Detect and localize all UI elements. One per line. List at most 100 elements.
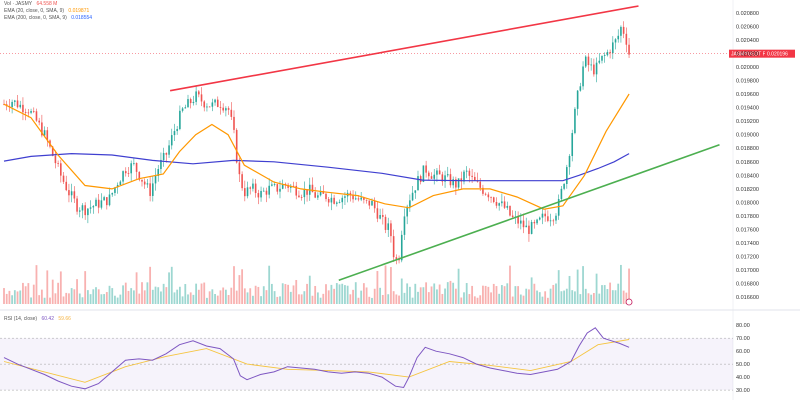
price-axis-tick-label: 0.019600 xyxy=(736,92,759,98)
volume-bar xyxy=(295,279,298,304)
volume-bar xyxy=(92,289,95,304)
candle-body xyxy=(357,198,360,200)
candle-body xyxy=(433,174,436,179)
candle-body xyxy=(97,199,100,208)
volume-bar xyxy=(30,297,32,304)
volume-bar xyxy=(325,284,327,304)
volume-bar xyxy=(473,296,476,304)
support-trendline xyxy=(338,144,720,282)
volume-bar xyxy=(51,279,54,304)
legend-main: Vol · JASMY 64.558 M xyxy=(4,1,60,8)
volume-bar xyxy=(311,295,314,304)
volume-bar xyxy=(252,295,254,304)
candle-body xyxy=(538,217,541,220)
volume-bar xyxy=(89,294,92,304)
resistance-trendline xyxy=(169,5,639,92)
candle-body xyxy=(544,213,546,217)
candle-body xyxy=(192,101,195,104)
price-tag-label-box xyxy=(729,49,765,58)
volume-bar xyxy=(200,283,203,304)
candle-body xyxy=(400,234,403,261)
volume-bar xyxy=(500,285,503,304)
candle-body xyxy=(51,146,54,156)
candle-body xyxy=(54,155,57,164)
price-tag-label: JASMYUSDT P xyxy=(731,51,767,57)
candle-body xyxy=(325,193,327,200)
candle-body xyxy=(609,51,611,54)
candle-body xyxy=(11,101,13,108)
volume-bar xyxy=(43,297,46,304)
volume-bar xyxy=(446,282,449,304)
candle-body xyxy=(257,193,260,198)
candle-body xyxy=(265,190,268,195)
volume-bar xyxy=(279,296,281,304)
volume-bar xyxy=(122,285,124,304)
volume-bar xyxy=(430,286,433,304)
volume-bar xyxy=(62,296,65,304)
candle-body xyxy=(465,170,468,172)
volume-bar xyxy=(173,292,176,304)
price-tag-value-box xyxy=(765,49,795,58)
candle-body xyxy=(106,197,108,206)
volume-bar xyxy=(165,287,168,304)
candle-body xyxy=(92,206,95,208)
volume-bar xyxy=(560,291,563,304)
volume-bar xyxy=(157,287,160,304)
candle-body xyxy=(35,111,38,121)
candle-body xyxy=(227,108,230,110)
volume-bar xyxy=(32,284,35,304)
price-axis-tick-label: 0.017800 xyxy=(736,214,759,220)
candle-body xyxy=(576,90,579,109)
candle-body xyxy=(279,188,281,192)
rsi-axis-tick-label: 70.00 xyxy=(736,336,750,342)
candle-body xyxy=(368,200,371,206)
candle-body xyxy=(114,187,116,193)
candle-body xyxy=(568,156,571,168)
price-axis-tick-label: 0.018800 xyxy=(736,146,759,152)
volume-bar xyxy=(78,293,81,304)
volume-bar xyxy=(628,268,630,304)
candle-body xyxy=(403,216,406,235)
volume-bar xyxy=(362,283,365,304)
volume-bar xyxy=(111,288,114,304)
candle-body xyxy=(520,220,522,224)
candle-body xyxy=(322,190,325,194)
candle-body xyxy=(111,192,114,195)
candle-body xyxy=(341,197,344,203)
candle-body xyxy=(152,183,154,196)
candle-body xyxy=(487,194,490,198)
candle-body xyxy=(68,190,70,196)
volume-bar xyxy=(454,288,457,304)
volume-bar xyxy=(178,286,181,304)
volume-bar xyxy=(97,289,100,304)
candle-body xyxy=(181,108,184,111)
volume-bar xyxy=(100,294,103,304)
volume-bar xyxy=(417,291,419,304)
candle-body xyxy=(300,197,303,198)
rsi-axis-tick-label: 60.00 xyxy=(736,349,750,355)
candle-body xyxy=(119,181,122,185)
candle-body xyxy=(225,108,227,111)
candle-body xyxy=(387,223,390,230)
candle-body xyxy=(271,184,273,186)
volume-bar xyxy=(281,283,284,304)
volume-bar xyxy=(335,283,338,304)
price-axis-tick-label: 0.016600 xyxy=(736,295,759,301)
volume-bar xyxy=(400,278,403,304)
volume-bar xyxy=(625,292,628,304)
candle-body xyxy=(563,183,565,189)
volume-bar xyxy=(441,293,444,304)
volume-bar xyxy=(419,287,422,304)
candle-body xyxy=(108,194,111,206)
candle-body xyxy=(338,202,341,204)
candle-body xyxy=(122,171,124,182)
candle-body xyxy=(333,197,335,204)
volume-bar xyxy=(3,288,5,304)
volume-bar xyxy=(498,293,501,304)
price-axis-tick-label: 0.018400 xyxy=(736,173,759,179)
volume-bar xyxy=(143,290,146,304)
volume-bar xyxy=(303,291,306,304)
candle-body xyxy=(438,170,441,175)
rsi-band xyxy=(0,338,733,391)
